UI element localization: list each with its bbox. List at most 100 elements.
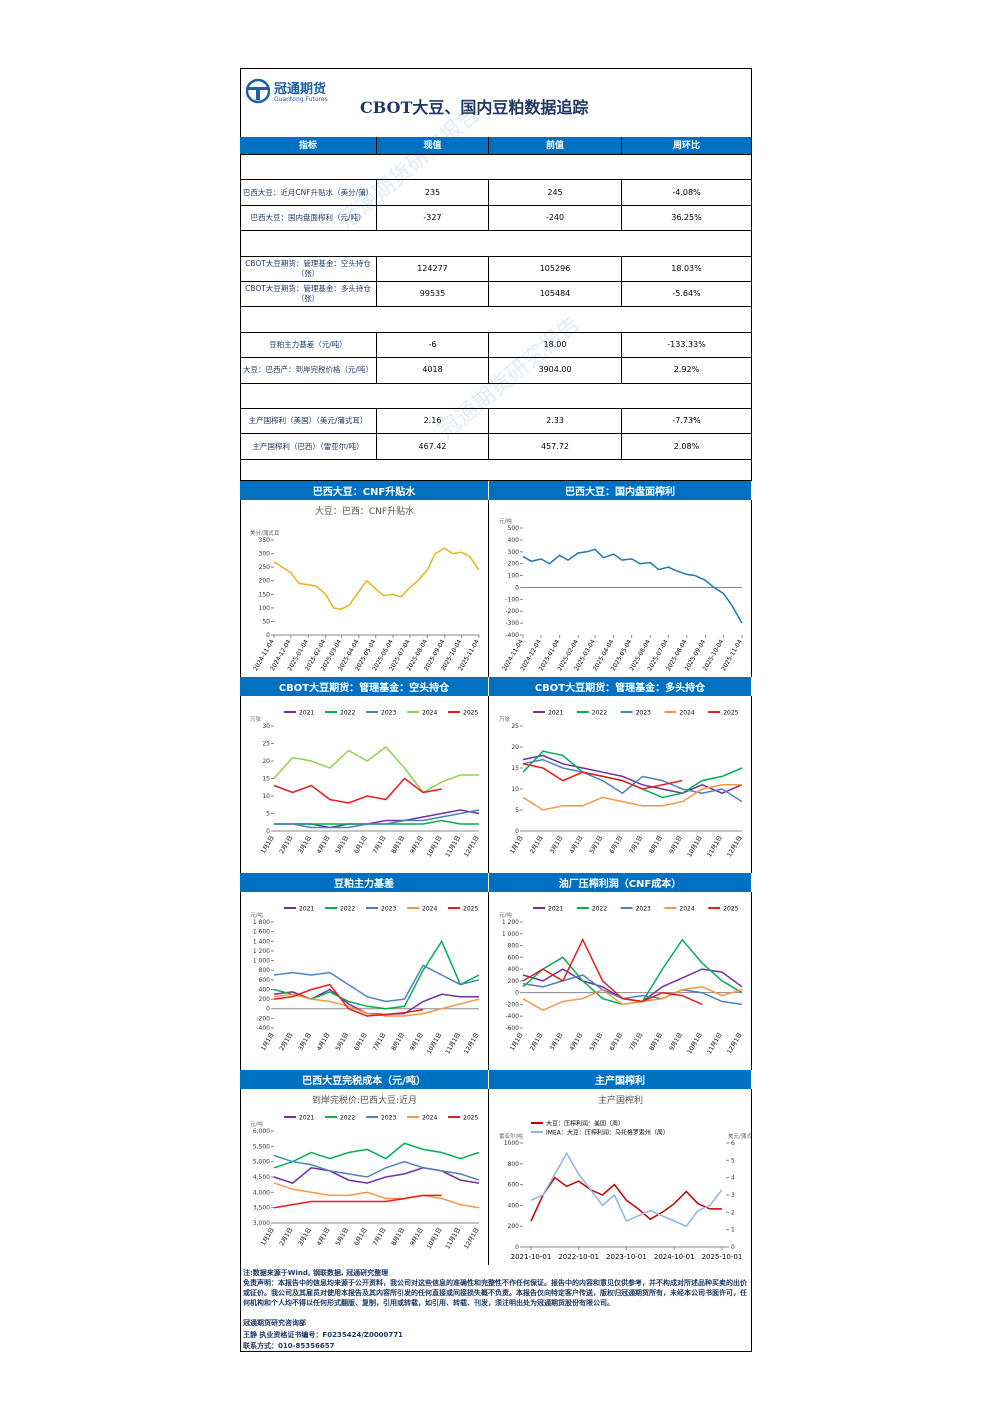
series-line — [522, 974, 743, 1006]
y-tick-label: 600 — [259, 977, 271, 984]
table-spacer — [240, 155, 752, 181]
x-tick-label: 5月1日 — [588, 835, 604, 856]
x-tick-label: 10月1日 — [686, 1032, 704, 1056]
table-cell: 豆粕主力基差（元/吨） — [240, 332, 377, 359]
x-tick-label: 2022-10-01 — [558, 1253, 599, 1261]
footer-department: 冠通期货研究咨询部 — [243, 1319, 306, 1327]
y-tick-label: 0 — [515, 1244, 519, 1251]
y-tick-label: 0 — [515, 990, 519, 997]
y-tick-label: 50 — [262, 618, 270, 625]
table-cell: 36.25% — [622, 205, 752, 232]
y2-tick-label: 5 — [731, 1157, 735, 1164]
table-spacer — [240, 459, 752, 481]
legend-label: 2021 — [548, 710, 563, 717]
y2-tick-label: 3 — [731, 1192, 735, 1199]
table-header-cell: 指标 — [240, 137, 377, 155]
x-tick-label: 5月1日 — [334, 835, 350, 856]
series-line — [522, 784, 742, 811]
legend-label: 2022 — [340, 1115, 355, 1122]
chart-title-bar: 主产国榨利 — [489, 1070, 752, 1089]
x-tick-label: 12月1日 — [463, 1032, 481, 1056]
chart-title-bar: 豆粕主力基差 — [240, 873, 489, 892]
legend-label: 2024 — [422, 710, 437, 717]
y-unit: 元/吨 — [250, 911, 263, 919]
y-tick-label: 5,500 — [253, 1143, 270, 1150]
y-tick-label: 400 — [508, 966, 520, 973]
series-line — [273, 1194, 442, 1209]
x-tick-label: 6月1日 — [608, 1032, 624, 1053]
x-tick-label: 4月1日 — [569, 1032, 585, 1053]
x-tick-label: 4月1日 — [316, 1227, 332, 1248]
series-line — [273, 1167, 480, 1184]
x-tick-label: 7月1日 — [372, 1032, 388, 1053]
table-cell: 2.92% — [622, 358, 752, 384]
series-line — [273, 777, 442, 804]
x-tick-label: 2023-10-01 — [606, 1253, 647, 1261]
y-tick-label: 1 000 — [253, 958, 270, 965]
y-tick-label: 100 — [259, 605, 271, 612]
y-tick-label: -400 — [505, 1013, 519, 1020]
table-cell: 大豆：巴西产：到岸完税价格（元/吨） — [240, 358, 377, 384]
x-tick-label: 3月1日 — [549, 1032, 565, 1053]
y-tick-label: 200 — [508, 1223, 520, 1230]
y-tick-label: 5 — [515, 807, 519, 814]
series-line — [522, 750, 743, 799]
x-tick-label: 12月1日 — [463, 1227, 481, 1251]
y-tick-label: 30 — [262, 723, 270, 730]
chart-title-bar: 油厂压榨利润（CNF成本） — [489, 873, 752, 892]
x-tick-label: 6月1日 — [353, 1227, 369, 1248]
table-cell: 235 — [377, 180, 489, 206]
y-tick-label: 300 — [259, 551, 271, 558]
y-tick-label: 25 — [511, 723, 519, 730]
chart: 到岸完税价:巴西大豆:近月 2021 2022 2023 2024 2025 1月1日 2月1… — [250, 1089, 489, 1265]
x-tick-label: 2024-10-01 — [654, 1253, 695, 1261]
y2-unit: 美元/蒲式耳 — [728, 1132, 752, 1140]
table-header-cell: 周环比 — [622, 137, 752, 155]
legend-label: 2023 — [636, 906, 651, 913]
legend-label: 2024 — [679, 710, 694, 717]
legend-label: 2024 — [422, 1115, 437, 1122]
y-tick-label: -200 — [505, 608, 519, 615]
chart-title-bar: CBOT大豆期货：管理基金：多头持仓 — [489, 677, 752, 696]
legend-label: 2025 — [463, 710, 478, 717]
y-tick-label: 1 000 — [502, 931, 519, 938]
x-tick-label: 3月1日 — [297, 835, 313, 856]
table-cell: CBOT大豆期货：管理基金：多头持仓（张） — [240, 282, 377, 308]
legend-label: 2024 — [679, 906, 694, 913]
legend-label: 2023 — [381, 710, 396, 717]
series-line — [522, 763, 683, 790]
table-spacer — [240, 231, 752, 257]
x-tick-label: 3月1日 — [297, 1227, 313, 1248]
y-tick-label: 200 — [508, 561, 520, 568]
y-tick-label: 25 — [262, 741, 270, 748]
x-tick-label: 5月1日 — [334, 1032, 350, 1053]
table-cell: 4018 — [377, 358, 489, 384]
series-line — [273, 983, 424, 1017]
x-tick-label: 8月1日 — [390, 835, 406, 856]
legend-label: 2023 — [636, 710, 651, 717]
x-tick-label: 5月1日 — [334, 1227, 350, 1248]
y-tick-label: 500 — [508, 525, 520, 532]
legend-label: 2025 — [723, 906, 738, 913]
y-tick-label: 1 200 — [502, 919, 519, 926]
y-tick-label: 400 — [259, 986, 271, 993]
y2-tick-label: 0 — [731, 1244, 735, 1251]
footer-disclaimer: 免责声明：本报告中的信息均来源于公开资料，我公司对这些信息的准确性和完整性不作任… — [243, 1279, 747, 1307]
x-tick-label: 12月1日 — [726, 1032, 744, 1056]
footer-source: 注:数据来源于Wind, 钢联数据, 冠通研究整理 — [243, 1269, 389, 1277]
x-tick-label: 8月1日 — [390, 1032, 406, 1053]
x-tick-label: 1月1日 — [260, 1032, 276, 1053]
y-tick-label: 400 — [508, 1202, 520, 1209]
series-line — [274, 809, 480, 829]
x-tick-label: 10月1日 — [426, 835, 444, 859]
legend-label: 2021 — [548, 906, 563, 913]
y-tick-label: 800 — [259, 967, 271, 974]
table-cell: 主产国榨利（巴西）（雷亚尔/吨） — [240, 434, 377, 460]
y-tick-label: 350 — [259, 537, 271, 544]
table-cell: 105296 — [489, 256, 622, 282]
